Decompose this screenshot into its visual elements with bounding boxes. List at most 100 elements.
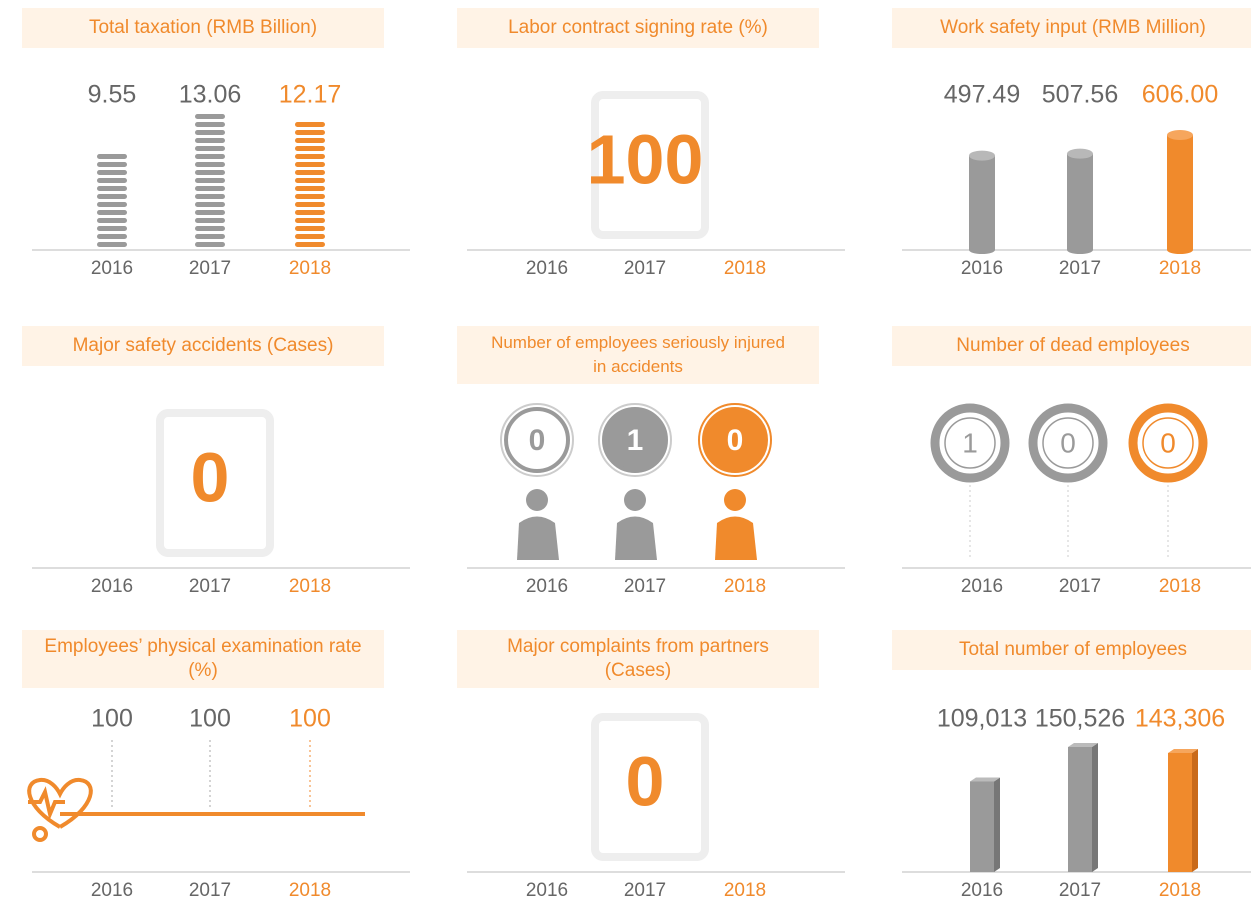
year-label: 2018 bbox=[289, 258, 331, 279]
ring-inner bbox=[1142, 417, 1194, 469]
cylinder-body bbox=[969, 155, 995, 250]
panel-graphic: 2016 2017 2018 100 bbox=[467, 91, 845, 279]
year-label: 2017 bbox=[189, 258, 231, 279]
bar-stripe bbox=[295, 186, 325, 191]
panel-title: Employees’ physical examination rate (%) bbox=[22, 630, 384, 688]
badge-outer bbox=[500, 403, 574, 477]
badge-outer bbox=[698, 403, 772, 477]
ring bbox=[1128, 403, 1208, 483]
bar-stripe bbox=[295, 170, 325, 175]
panel-title: Number of employees seriously injured in… bbox=[457, 326, 819, 384]
year-label: 2017 bbox=[624, 880, 666, 900]
bar-stripe bbox=[97, 242, 127, 247]
panel-graphic: 2016 2017 2018 497.49 507.56 606.00 bbox=[902, 81, 1251, 279]
panel-title: Work safety input (RMB Million) bbox=[892, 8, 1251, 48]
year-label: 2016 bbox=[961, 576, 1003, 597]
value-label: 100 bbox=[289, 705, 331, 733]
bar-stripe bbox=[97, 162, 127, 167]
person-body bbox=[715, 516, 757, 560]
stethoscope bbox=[32, 826, 48, 842]
value-label: 100 bbox=[189, 705, 231, 733]
bar bbox=[1167, 130, 1193, 254]
cylinder-base bbox=[1167, 246, 1193, 254]
panel-title: Total number of employees bbox=[892, 630, 1251, 670]
badge bbox=[702, 407, 768, 473]
bar-stripe bbox=[195, 210, 225, 215]
year-label: 2018 bbox=[1159, 880, 1201, 900]
ring bbox=[930, 403, 1010, 483]
person-head bbox=[724, 489, 746, 511]
bar-stripe bbox=[295, 234, 325, 239]
year-label: 2016 bbox=[91, 576, 133, 597]
bar-stripe bbox=[195, 130, 225, 135]
value-label: 606.00 bbox=[1142, 81, 1218, 109]
value-label: 507.56 bbox=[1042, 81, 1118, 109]
year-label: 2018 bbox=[289, 576, 331, 597]
panel: 2016 2017 2018 100 Labor contract signing ra… bbox=[435, 0, 852, 300]
box-top bbox=[1168, 748, 1198, 753]
ring-number: 0 bbox=[1160, 427, 1176, 458]
bar bbox=[1068, 743, 1098, 872]
person-head bbox=[624, 489, 646, 511]
panel-title: Total taxation (RMB Billion) bbox=[22, 8, 384, 48]
panel-graphic: 2016 2017 2018 109,013 150,526 143,306 bbox=[902, 705, 1251, 900]
value-label: 100 bbox=[91, 705, 133, 733]
cylinder-base bbox=[1067, 246, 1093, 254]
bar-stripe bbox=[195, 218, 225, 223]
person-head bbox=[526, 489, 548, 511]
bar-stripe bbox=[295, 178, 325, 183]
bar-stripe bbox=[195, 122, 225, 127]
cylinder-body bbox=[1067, 153, 1093, 250]
year-label: 2018 bbox=[724, 576, 766, 597]
box-front bbox=[1168, 752, 1192, 872]
cylinder-top bbox=[1167, 130, 1193, 140]
bar-stripe bbox=[295, 218, 325, 223]
value-label: 9.55 bbox=[88, 81, 137, 109]
panel-title: Labor contract signing rate (%) bbox=[457, 8, 819, 48]
bar bbox=[295, 122, 325, 247]
panel: 2016 2017 2018 497.49 507.56 606.00 Work safet… bbox=[870, 0, 1251, 300]
panel-title: Major complaints from partners (Cases) bbox=[457, 630, 819, 688]
bar-stripe bbox=[195, 194, 225, 199]
box-side bbox=[994, 777, 1000, 872]
bar-stripe bbox=[295, 130, 325, 135]
bar-stripe bbox=[195, 186, 225, 191]
panel-graphic: 2016 2017 2018 0 1 0 bbox=[467, 403, 845, 597]
bar-stripe bbox=[295, 210, 325, 215]
badge bbox=[602, 407, 668, 473]
year-label: 2017 bbox=[1059, 258, 1101, 279]
box-front bbox=[1068, 747, 1092, 872]
box-front bbox=[970, 781, 994, 872]
bar-stripe bbox=[195, 114, 225, 119]
ring-inner bbox=[1042, 417, 1094, 469]
bar-stripe bbox=[97, 178, 127, 183]
bar-stripe bbox=[97, 226, 127, 231]
person-body bbox=[615, 516, 657, 560]
panel-graphic: 2016 2017 2018 9.55 13.06 12.17 bbox=[32, 81, 410, 279]
background-icon bbox=[156, 409, 274, 557]
value-label: 13.06 bbox=[179, 81, 242, 109]
year-label: 2017 bbox=[189, 576, 231, 597]
year-label: 2017 bbox=[1059, 880, 1101, 900]
box-top bbox=[970, 777, 1000, 782]
person-body bbox=[517, 516, 559, 560]
bar bbox=[97, 154, 127, 247]
year-label: 2018 bbox=[1159, 258, 1201, 279]
bar-stripe bbox=[97, 202, 127, 207]
bar-stripe bbox=[97, 218, 127, 223]
bar-stripe bbox=[295, 242, 325, 247]
year-label: 2017 bbox=[624, 576, 666, 597]
bar-stripe bbox=[295, 146, 325, 151]
bar-stripe bbox=[97, 194, 127, 199]
bar-stripe bbox=[295, 154, 325, 159]
bar-stripe bbox=[295, 226, 325, 231]
bar-stripe bbox=[295, 122, 325, 127]
cylinder-top bbox=[1067, 148, 1093, 159]
year-label: 2016 bbox=[961, 880, 1003, 900]
big-number: 0 bbox=[626, 742, 665, 820]
year-label: 2017 bbox=[189, 880, 231, 900]
panel: 2016 2017 2018 9.55 13.06 12.17 Total taxation… bbox=[0, 0, 417, 300]
heart-icon bbox=[27, 777, 93, 829]
badge-outer bbox=[598, 403, 672, 477]
bar-stripe bbox=[195, 242, 225, 247]
